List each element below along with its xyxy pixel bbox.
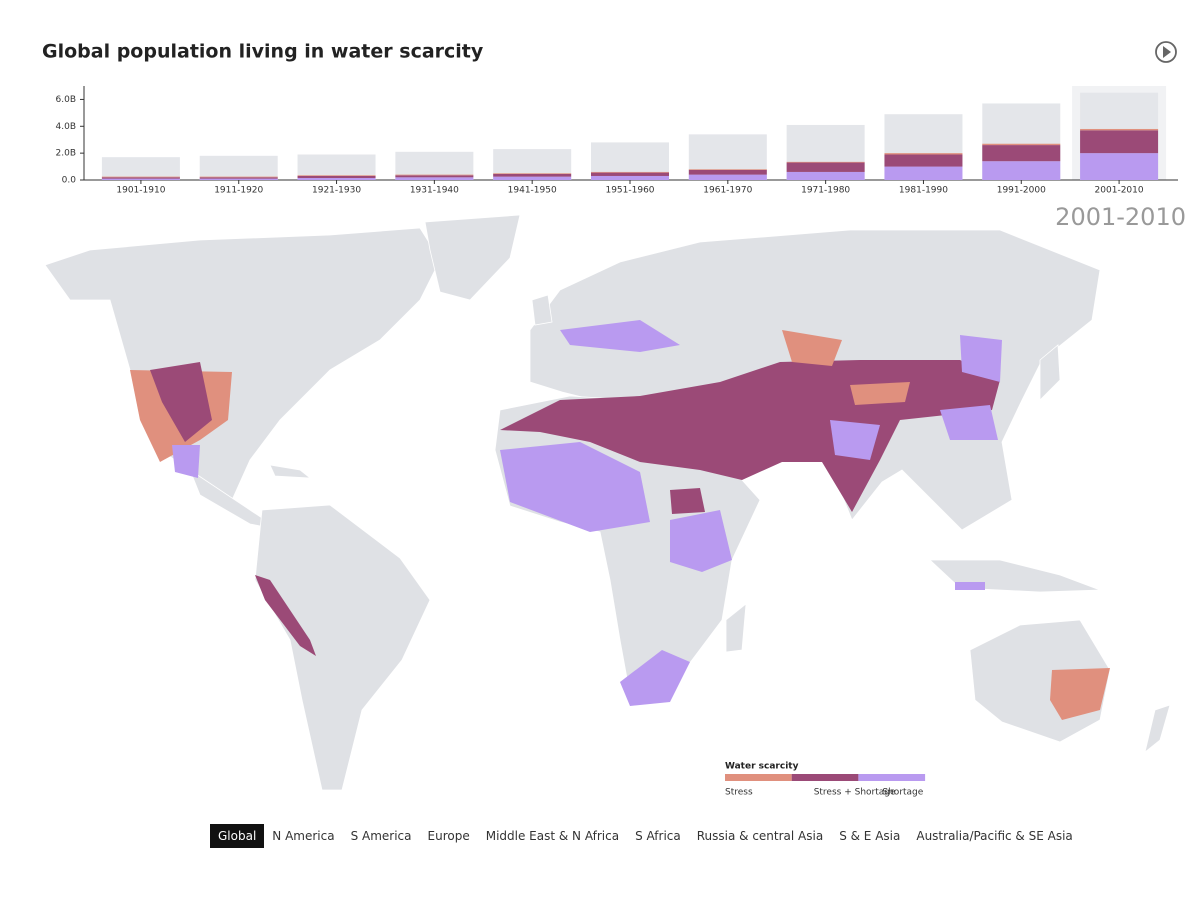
bar-segment	[199, 178, 278, 180]
x-tick-label: 1931-1940	[410, 186, 459, 196]
y-tick-label: 6.0B	[56, 95, 77, 105]
selected-period: 2001-2010	[1055, 203, 1186, 231]
south-america	[254, 504, 431, 791]
bar-segment	[297, 177, 376, 180]
scarcity-area	[850, 382, 910, 405]
new-zealand	[1144, 704, 1171, 754]
scarcity-area	[500, 442, 650, 532]
bar-segment	[395, 177, 474, 180]
north-america	[44, 227, 441, 501]
bar-segment	[395, 175, 474, 178]
region-tab[interactable]: Global	[210, 824, 265, 848]
bar-segment	[1080, 130, 1159, 154]
legend-label: Shortage	[882, 788, 923, 798]
scarcity-area	[940, 405, 998, 440]
x-tick-label: 1911-1920	[214, 186, 263, 196]
x-tick-label: 1991-2000	[997, 186, 1046, 196]
scarcity-area	[955, 582, 985, 590]
bar-segment	[297, 175, 376, 178]
bar-segment	[688, 174, 767, 180]
greenland	[424, 214, 521, 301]
bar-segment	[1080, 153, 1159, 180]
scarcity-area	[172, 445, 200, 478]
y-tick-label: 2.0B	[56, 149, 77, 159]
bar-segment	[591, 175, 669, 180]
bar-segment	[591, 172, 669, 176]
bar-segment	[786, 162, 865, 172]
bar-segment	[688, 169, 767, 170]
x-tick-label: 1941-1950	[508, 186, 557, 196]
bar-segment	[786, 161, 865, 163]
x-tick-label: 1921-1930	[312, 186, 361, 196]
bar-segment	[493, 173, 572, 177]
region-tab[interactable]: Russia & central Asia	[696, 829, 824, 843]
bar-segment	[884, 166, 963, 180]
bar-segment	[982, 161, 1061, 180]
y-tick-label: 0.0	[62, 176, 77, 186]
scarcity-area	[830, 420, 880, 460]
region-tabs: Global N America S America Europe Middle Eas…	[210, 824, 1081, 848]
page-title: Global population living in water scarci…	[42, 41, 484, 63]
bar-segment	[688, 169, 767, 175]
x-tick-label: 2001-2010	[1095, 186, 1144, 196]
scarcity-area	[255, 575, 316, 656]
bar-segment	[1080, 128, 1159, 131]
scarcity-area	[620, 650, 690, 706]
x-tick-label: 1961-1970	[703, 186, 752, 196]
scarcity-area	[560, 320, 680, 352]
bar-segment	[199, 176, 278, 178]
x-tick-label: 1971-1980	[801, 186, 850, 196]
chart: Global population living in water scarci…	[42, 41, 1186, 798]
bar-segment	[982, 145, 1061, 162]
scarcity-area	[1050, 668, 1110, 720]
britain	[531, 294, 553, 326]
scarcity-area	[150, 362, 212, 442]
bar-segment	[591, 171, 669, 173]
bar-segment	[884, 154, 963, 167]
scarcity-area	[782, 330, 842, 366]
region-tab[interactable]: S & E Asia	[839, 829, 901, 843]
total-bar	[101, 157, 180, 180]
bar-segment	[493, 176, 572, 180]
legend-title: Water scarcity	[725, 762, 799, 772]
x-tick-label: 1951-1960	[605, 186, 654, 196]
x-tick-label: 1901-1910	[116, 186, 165, 196]
bar-segment	[982, 143, 1061, 146]
total-bar	[199, 155, 278, 180]
world-map	[44, 214, 1171, 791]
region-tab[interactable]: Europe	[427, 829, 470, 843]
japan	[1039, 344, 1061, 401]
region-tab[interactable]: Middle East & N Africa	[485, 829, 620, 843]
madagascar	[725, 603, 747, 653]
bar-segment	[199, 177, 278, 179]
legend-swatch	[858, 774, 926, 781]
bar-segment	[101, 177, 180, 179]
bar-segment	[297, 175, 376, 176]
legend-label: Stress + Shortage	[814, 788, 896, 798]
region-tab[interactable]: S Africa	[635, 829, 681, 843]
x-tick-label: 1981-1990	[899, 186, 948, 196]
scarcity-area	[670, 510, 732, 572]
legend-swatch	[725, 774, 792, 781]
bar-segment	[786, 171, 865, 180]
scarcity-area	[670, 488, 705, 514]
bar-segment	[101, 176, 180, 178]
y-tick-label: 4.0B	[56, 122, 77, 132]
region-tab[interactable]: S America	[350, 829, 412, 843]
bar-segment	[395, 174, 474, 176]
bar-segment	[493, 173, 572, 174]
play-button[interactable]	[1155, 41, 1177, 63]
bar-segment	[101, 178, 180, 180]
legend-label: Stress	[725, 788, 753, 798]
region-tab[interactable]: N America	[272, 829, 335, 843]
region-tab[interactable]: Australia/Pacific & SE Asia	[916, 829, 1073, 843]
bar-segment	[884, 153, 963, 155]
legend-swatch	[791, 774, 859, 781]
scarcity-area	[960, 335, 1002, 382]
caribbean	[269, 464, 312, 479]
